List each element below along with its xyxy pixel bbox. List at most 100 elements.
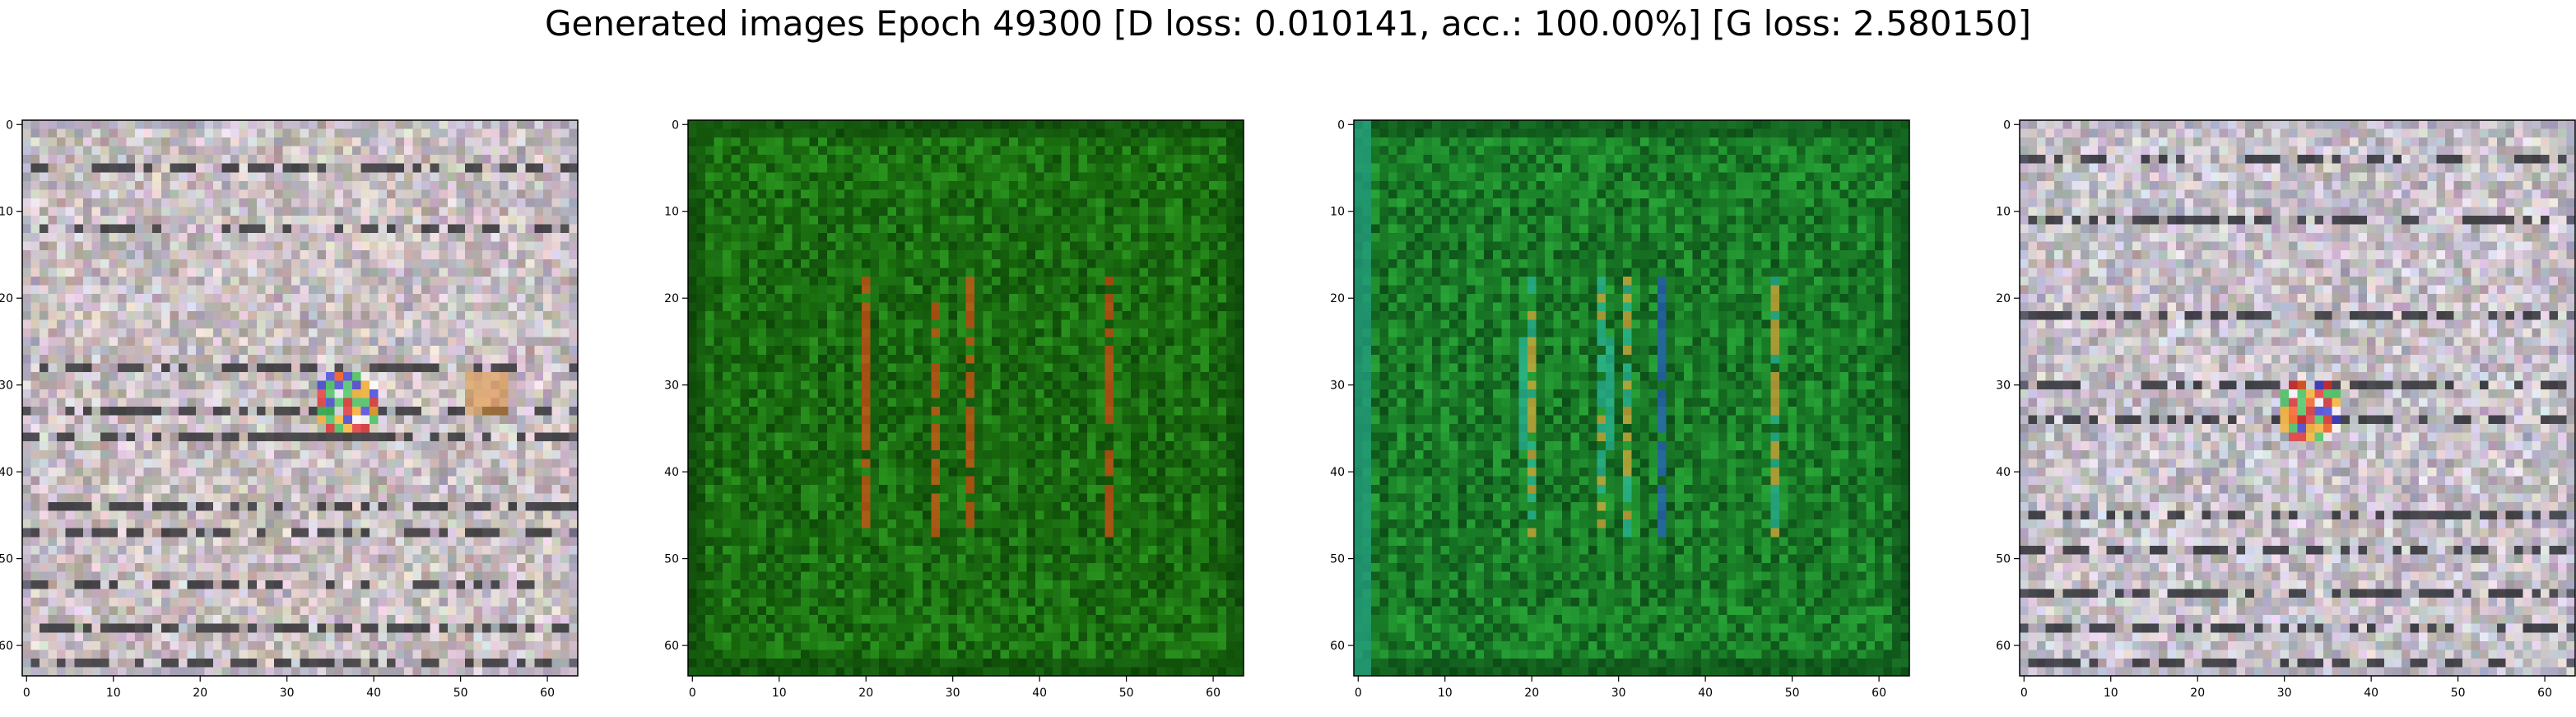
- image-pixel: [187, 468, 196, 477]
- image-pixel: [248, 459, 257, 468]
- image-pixel: [387, 450, 396, 459]
- image-pixel: [100, 563, 109, 572]
- image-pixel: [161, 537, 170, 546]
- image-pixel: [1009, 225, 1018, 234]
- image-pixel: [560, 355, 570, 364]
- image-pixel: [560, 476, 570, 485]
- image-pixel: [465, 172, 474, 181]
- image-pixel: [517, 242, 526, 251]
- image-pixel: [473, 137, 482, 147]
- image-pixel: [222, 641, 231, 650]
- image-pixel: [170, 667, 179, 676]
- image-pixel: [57, 468, 66, 477]
- image-pixel: [491, 198, 500, 207]
- image-pixel: [291, 242, 300, 251]
- image-pixel: [396, 563, 405, 572]
- image-pixel: [482, 363, 491, 372]
- image-pixel: [343, 494, 352, 503]
- image-pixel: [456, 320, 465, 329]
- image-pixel: [152, 320, 161, 329]
- image-pixel: [22, 398, 31, 407]
- image-pixel: [318, 242, 327, 251]
- image-pixel: [456, 338, 465, 347]
- image-pixel: [239, 624, 249, 633]
- image-pixel: [560, 459, 570, 468]
- image-pixel: [291, 285, 300, 294]
- image-pixel: [1235, 147, 1244, 156]
- image-pixel: [352, 598, 361, 607]
- image-pixel: [83, 485, 92, 494]
- image-pixel: [749, 164, 758, 173]
- image-pixel: [257, 624, 266, 633]
- image-pixel: [222, 624, 231, 633]
- image-pixel: [57, 485, 66, 494]
- image-pixel: [179, 554, 188, 563]
- image-pixel: [31, 294, 40, 303]
- image-pixel: [326, 450, 335, 459]
- image-pixel: [1026, 120, 1035, 129]
- image-pixel: [482, 450, 491, 459]
- image-pixel: [448, 433, 457, 442]
- image-pixel: [22, 320, 31, 329]
- image-pixel: [1131, 225, 1140, 234]
- image-pixel: [257, 580, 266, 589]
- image-pixel: [1148, 207, 1157, 216]
- y-tick-label: 60: [0, 640, 13, 653]
- image-pixel: [456, 511, 465, 520]
- image-pixel: [40, 129, 49, 138]
- image-pixel: [118, 615, 127, 624]
- image-pixel: [31, 615, 40, 624]
- image-pixel: [335, 172, 344, 181]
- image-pixel: [335, 667, 344, 676]
- image-pixel: [560, 294, 570, 303]
- image-pixel: [370, 338, 379, 347]
- image-pixel: [170, 450, 179, 459]
- image-pixel: [448, 259, 457, 268]
- image-pixel: [413, 164, 422, 173]
- image-pixel: [1026, 137, 1035, 147]
- image-pixel: [109, 494, 118, 503]
- image-pixel: [465, 459, 474, 468]
- image-pixel: [923, 216, 932, 225]
- image-pixel: [957, 207, 966, 216]
- image-pixel: [1009, 198, 1018, 207]
- image-pixel: [265, 563, 274, 572]
- image-pixel: [705, 207, 714, 216]
- image-pixel: [135, 554, 144, 563]
- image-pixel: [569, 302, 578, 311]
- image-pixel: [413, 137, 422, 147]
- image-pixel: [282, 476, 291, 485]
- image-pixel: [282, 398, 291, 407]
- image-pixel: [170, 207, 179, 216]
- image-pixel: [66, 441, 75, 450]
- image-pixel: [282, 328, 291, 338]
- image-pixel: [1026, 181, 1035, 190]
- image-pixel: [705, 172, 714, 181]
- image-pixel: [291, 181, 300, 190]
- image-pixel: [396, 476, 405, 485]
- image-pixel: [135, 216, 144, 225]
- image-pixel: [179, 528, 188, 538]
- image-pixel: [482, 294, 491, 303]
- image-pixel: [213, 659, 222, 668]
- image-pixel: [265, 459, 274, 468]
- image-pixel: [551, 571, 560, 580]
- image-pixel: [757, 216, 766, 225]
- image-pixel: [1122, 147, 1131, 156]
- image-pixel: [931, 155, 940, 164]
- image-pixel: [1148, 120, 1157, 129]
- image-pixel: [66, 398, 75, 407]
- image-pixel: [204, 355, 213, 364]
- image-pixel: [517, 502, 526, 511]
- image-pixel: [500, 667, 509, 676]
- image-pixel: [343, 589, 352, 598]
- image-pixel: [239, 649, 249, 659]
- image-pixel: [879, 164, 888, 173]
- image-pixel: [326, 155, 335, 164]
- image-pixel: [196, 268, 205, 277]
- image-pixel: [387, 502, 396, 511]
- image-pixel: [491, 624, 500, 633]
- image-pixel: [31, 346, 40, 355]
- image-pixel: [57, 129, 66, 138]
- image-pixel: [430, 147, 439, 156]
